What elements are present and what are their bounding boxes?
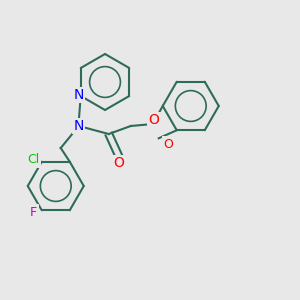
Text: N: N xyxy=(74,88,84,102)
Text: N: N xyxy=(74,119,84,133)
Text: Cl: Cl xyxy=(28,153,40,166)
Text: O: O xyxy=(113,156,124,170)
Text: O: O xyxy=(163,138,173,151)
Text: F: F xyxy=(30,206,37,219)
Text: O: O xyxy=(148,113,159,127)
